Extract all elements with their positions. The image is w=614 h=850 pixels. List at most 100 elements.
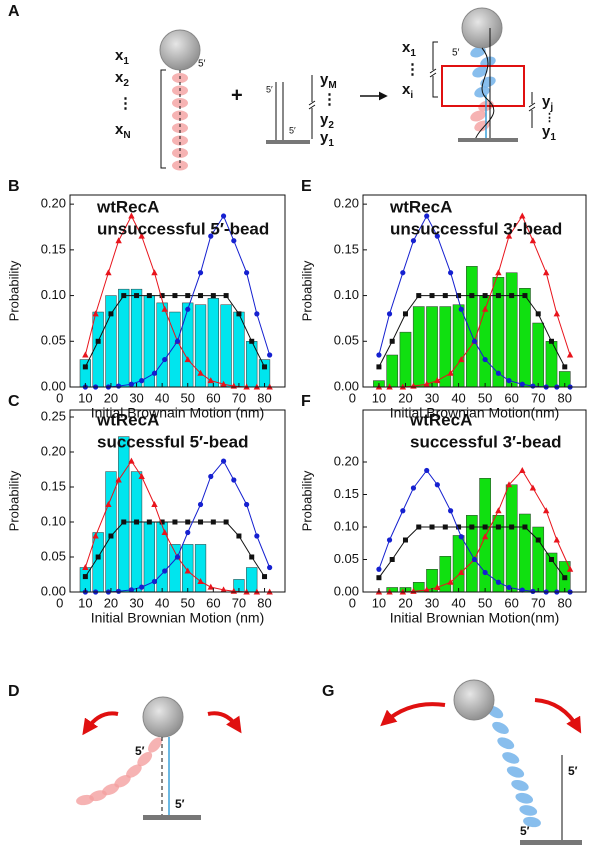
marker (410, 238, 417, 244)
bracket (160, 69, 166, 169)
marker (535, 311, 541, 317)
marker (471, 556, 478, 563)
dots: ⋮ (544, 112, 555, 124)
marker (402, 537, 408, 543)
marker (376, 352, 382, 358)
strand-mark: x1 (115, 47, 129, 67)
bar (194, 544, 207, 593)
bar (505, 272, 518, 388)
marker (220, 458, 227, 464)
marker (151, 370, 158, 376)
strand-mark: yM (320, 71, 337, 91)
panel-label: D (8, 683, 20, 700)
y-tick-label: 0.10 (41, 513, 66, 528)
y-tick-label: 0.05 (334, 551, 359, 566)
mark-base: y (320, 129, 329, 146)
marker (376, 364, 382, 370)
marker (244, 270, 250, 276)
plot-frame (362, 194, 587, 388)
bar (452, 304, 465, 388)
marker (458, 356, 465, 363)
chart-subtitle: unsuccessful 5′-bead (97, 219, 269, 238)
marker (115, 476, 122, 483)
marker (82, 351, 89, 358)
bead (142, 696, 184, 738)
bar (220, 304, 232, 388)
marker (495, 524, 501, 530)
x-tick-label: 30 (129, 595, 143, 610)
chart-subtitle: successful 3′-bead (410, 432, 561, 451)
marker (210, 293, 216, 299)
y-tick-label: 0.15 (334, 486, 359, 501)
marker (172, 293, 178, 299)
x-tick-label: 50 (478, 595, 492, 610)
bar (399, 331, 412, 388)
x-tick-label: 30 (129, 390, 143, 405)
x-tick-label: 70 (531, 390, 545, 405)
panel-label: B (8, 178, 20, 195)
x-tick-label: 60 (206, 390, 220, 405)
end-label: 5′ (568, 764, 578, 778)
marker (244, 501, 250, 508)
marker (548, 557, 554, 562)
mark-sub: 1 (410, 48, 416, 59)
marker (566, 565, 574, 572)
marker (434, 482, 440, 488)
marker (495, 507, 502, 514)
mark-sub: 2 (123, 78, 129, 89)
dots: ⋮ (118, 95, 133, 112)
bar (412, 306, 425, 388)
marker (159, 519, 165, 525)
marker (197, 501, 204, 508)
y-tick-label: 0.00 (41, 378, 66, 393)
mark-base: y (320, 71, 329, 88)
end-label: 5′ (289, 125, 296, 135)
bar (182, 302, 194, 388)
marker (220, 380, 227, 387)
marker (553, 536, 560, 543)
chart: 0.00 0.05 0.10 0.15 0.20 0 10 20 30 40 50 60 70 80Ini… (6, 178, 286, 421)
bracket (528, 92, 536, 128)
marker (197, 369, 204, 376)
y-tick-label: 0.05 (41, 548, 66, 563)
marker (424, 467, 430, 474)
y-tick-label: 0.10 (334, 287, 359, 302)
bar (452, 535, 465, 593)
protein-unit (497, 737, 515, 750)
marker (197, 270, 204, 276)
bar (386, 354, 399, 388)
mark-base: y (542, 123, 551, 140)
marker (121, 293, 127, 299)
marker (139, 584, 145, 590)
protein-unit (172, 123, 188, 133)
end-label: 5′ (520, 824, 530, 838)
x-tick-label: 80 (257, 595, 271, 610)
x-tick-label: 40 (155, 390, 169, 405)
marker (128, 587, 135, 593)
bracket (308, 75, 316, 139)
strand-mark: xi (402, 81, 413, 101)
mark-sub: M (328, 80, 336, 91)
marker (434, 233, 440, 239)
marker (116, 383, 122, 389)
marker (535, 537, 541, 543)
x-tick-label: 60 (504, 595, 518, 610)
x-tick-label: 0 (56, 390, 63, 405)
y-axis-title: Probability (299, 260, 314, 321)
marker (95, 554, 101, 560)
x-tick-label: 80 (558, 595, 572, 610)
marker (386, 311, 393, 317)
protein-unit (114, 775, 131, 788)
mark-sub: 1 (328, 138, 334, 149)
marker (139, 378, 145, 384)
plot-frame (69, 194, 286, 388)
marker (138, 232, 145, 239)
strand-mark: y1 (320, 129, 334, 149)
marker (108, 533, 114, 539)
bar (505, 484, 518, 593)
marker (482, 524, 488, 530)
marker (529, 237, 537, 244)
dots: ⋮ (322, 91, 337, 108)
strand-mark: y1 (542, 123, 556, 143)
marker (146, 293, 152, 299)
